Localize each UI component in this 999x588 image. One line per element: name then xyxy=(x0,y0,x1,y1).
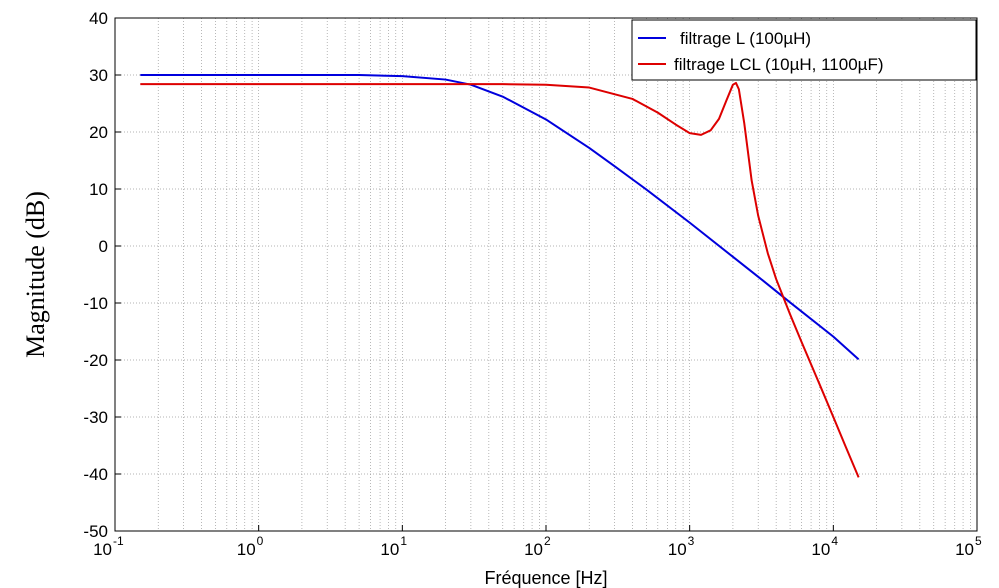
x-tick-exponent: 2 xyxy=(544,534,551,548)
x-tick-exponent: 4 xyxy=(831,534,838,548)
y-tick-label: -30 xyxy=(83,408,108,427)
y-tick-label: 10 xyxy=(89,180,108,199)
series-layer xyxy=(140,74,860,478)
x-tick-label: 10 xyxy=(811,540,830,559)
y-tick-label: -40 xyxy=(83,465,108,484)
x-tick-label: 10 xyxy=(955,540,974,559)
legend-box xyxy=(631,19,977,81)
x-tick-exponent: 1 xyxy=(400,534,407,548)
x-axis-label: Fréquence [Hz] xyxy=(484,568,607,588)
x-tick-exponent: 0 xyxy=(257,534,264,548)
y-tick-label: -10 xyxy=(83,294,108,313)
y-axis: -50 -40 -30 -20 -10 0 10 20 30 40 xyxy=(83,9,121,541)
x-tick-label: 10 xyxy=(380,540,399,559)
y-tick-label: 0 xyxy=(99,237,108,256)
legend-label-filtrage-l: filtrage L (100µH) xyxy=(680,29,811,48)
y-tick-label: -50 xyxy=(83,522,108,541)
x-tick-label: 10 xyxy=(237,540,256,559)
y-tick-label: 40 xyxy=(89,9,108,28)
x-tick-label: 10 xyxy=(524,540,543,559)
x-tick-exponent: 3 xyxy=(688,534,695,548)
y-tick-label: 30 xyxy=(89,66,108,85)
plot-area xyxy=(115,18,977,531)
series-line-1 xyxy=(140,81,860,478)
y-tick-label: -20 xyxy=(83,351,108,370)
x-tick-label: 10 xyxy=(93,540,112,559)
x-tick-exponent: -1 xyxy=(113,534,124,548)
x-tick-exponent: 5 xyxy=(975,534,982,548)
y-axis-label: Magnitude (dB) xyxy=(21,191,50,358)
y-tick-label: 20 xyxy=(89,123,108,142)
x-axis: 10 -1 10 0 10 1 10 2 10 3 10 4 10 5 xyxy=(93,525,982,559)
legend: filtrage L (100µH) filtrage LCL (10µH, 1… xyxy=(631,19,977,81)
x-tick-label: 10 xyxy=(668,540,687,559)
legend-label-filtrage-lcl: filtrage LCL (10µH, 1100µF) xyxy=(674,55,884,74)
series-line-0 xyxy=(140,74,860,361)
